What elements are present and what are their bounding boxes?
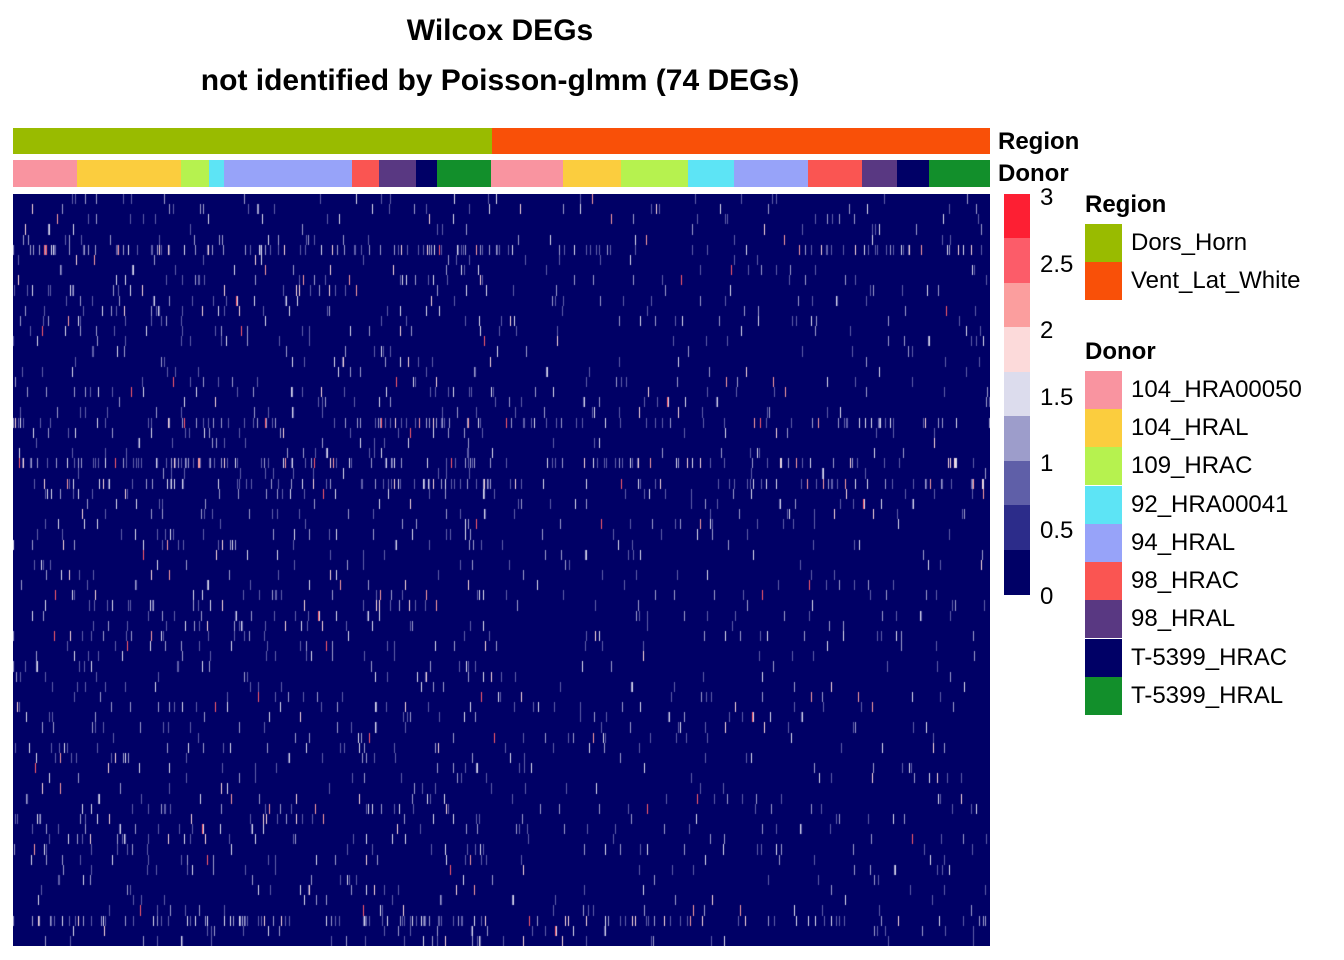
donor-segment [808, 160, 862, 187]
legend-item-label: 109_HRAC [1131, 452, 1253, 480]
legend-swatch [1085, 638, 1122, 677]
color-scale-tick-label: 3 [1040, 184, 1054, 211]
donor-segment [209, 160, 224, 187]
color-scale-step [1004, 282, 1030, 328]
color-scale-bar [1004, 194, 1030, 595]
region-segment [13, 128, 492, 154]
donor-segment [437, 160, 491, 187]
donor-segment [416, 160, 437, 187]
donor-segment [352, 160, 379, 187]
legend-swatch [1085, 370, 1122, 409]
color-scale-step [1004, 549, 1030, 595]
legend-swatch [1085, 224, 1122, 262]
color-scale-step [1004, 371, 1030, 417]
legend-item-label: 92_HRA00041 [1131, 490, 1289, 518]
legend-title: Region [1085, 191, 1167, 218]
donor-annotation-label: Donor [998, 160, 1069, 187]
donor-segment [491, 160, 563, 187]
color-scale-step [1004, 327, 1030, 373]
color-scale-tick-label: 1.5 [1040, 383, 1074, 411]
legend-title: Donor [1085, 337, 1156, 365]
color-scale-step [1004, 194, 1030, 239]
legend-item: Vent_Lat_White [1085, 262, 1335, 301]
donor-segment [734, 160, 808, 187]
legend-item: T-5399_HRAL [1085, 677, 1335, 715]
color-scale-tick-label: 2 [1040, 317, 1054, 344]
legend-item-label: 104_HRAL [1131, 413, 1249, 441]
legend-item: 94_HRAL [1085, 523, 1335, 562]
legend-item-label: T-5399_HRAL [1131, 682, 1284, 709]
legend-swatch [1085, 562, 1122, 601]
color-scale-tick-label: 1 [1040, 450, 1054, 477]
legend-item-label: Vent_Lat_White [1131, 267, 1301, 295]
region-annotation-bar [13, 128, 990, 154]
legend-swatch [1085, 600, 1122, 639]
legend-swatch [1085, 523, 1122, 562]
donor-segment [862, 160, 897, 187]
donor-segment [563, 160, 621, 187]
legend-item-label: 94_HRAL [1131, 528, 1236, 556]
donor-segment [181, 160, 209, 187]
legend-item: 92_HRA00041 [1085, 485, 1335, 524]
legend-item-label: 98_HRAC [1131, 567, 1240, 595]
donor-segment [897, 160, 929, 187]
donor-segment [621, 160, 688, 187]
color-scale-step [1004, 460, 1030, 506]
donor-segment [688, 160, 734, 187]
donor-segment [77, 160, 181, 187]
legend-swatch [1085, 262, 1122, 301]
legend-swatch [1085, 408, 1122, 447]
legend-item: T-5399_HRAC [1085, 638, 1335, 677]
color-scale-tick-label: 0 [1040, 583, 1054, 610]
legend-item: 109_HRAC [1085, 447, 1335, 486]
color-scale-step [1004, 416, 1030, 462]
chart-subtitle: not identified by Poisson-glmm (74 DEGs) [200, 64, 800, 97]
donor-segment [929, 160, 990, 187]
color-scale-step [1004, 238, 1030, 284]
legend-item-label: 104_HRA00050 [1131, 375, 1302, 403]
legend-item: 98_HRAL [1085, 600, 1335, 639]
legend-item-label: Dors_Horn [1131, 229, 1248, 256]
region-annotation-label: Region [998, 128, 1080, 155]
legend-item: 104_HRAL [1085, 408, 1335, 447]
legend-item: 104_HRA00050 [1085, 370, 1335, 409]
heatmap-matrix [13, 194, 990, 946]
legend-item: 98_HRAC [1085, 562, 1335, 601]
color-scale-tick-label: 0.5 [1040, 516, 1074, 544]
legend-swatch [1085, 447, 1122, 486]
legend-item: Dors_Horn [1085, 224, 1335, 262]
color-scale-tick-label: 2.5 [1040, 250, 1074, 278]
legend-item-label: 98_HRAL [1131, 605, 1236, 633]
legend-swatch [1085, 485, 1122, 524]
legend-swatch [1085, 677, 1122, 715]
legend-item-label: T-5399_HRAC [1131, 643, 1288, 671]
color-scale-step [1004, 505, 1030, 551]
donor-segment [379, 160, 416, 187]
donor-segment [13, 160, 77, 187]
donor-annotation-bar [13, 160, 990, 187]
chart-title: Wilcox DEGs [406, 14, 594, 47]
donor-segment [224, 160, 352, 187]
region-segment [492, 128, 990, 154]
